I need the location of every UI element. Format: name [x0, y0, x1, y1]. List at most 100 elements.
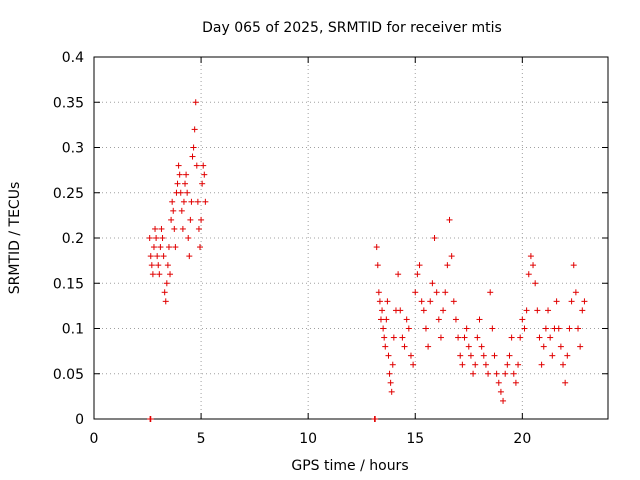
data-point [382, 343, 389, 350]
y-tick-label: 0.1 [62, 322, 84, 338]
data-point [575, 325, 582, 332]
x-tick-label: 20 [513, 431, 531, 447]
y-tick-label: 0.2 [62, 231, 84, 247]
data-point [579, 307, 586, 314]
data-point [512, 379, 519, 386]
data-point [581, 298, 588, 305]
y-tick-label: 0.35 [53, 95, 84, 111]
data-point [399, 334, 406, 341]
data-point [158, 225, 165, 232]
data-point [549, 352, 556, 359]
data-point [523, 307, 530, 314]
data-point [193, 162, 200, 169]
data-point [167, 271, 174, 278]
data-point [538, 361, 545, 368]
data-point [495, 379, 502, 386]
data-point [401, 343, 408, 350]
data-point [510, 370, 517, 377]
data-point [500, 397, 507, 404]
data-point [201, 171, 208, 178]
data-point [547, 334, 554, 341]
data-point [160, 253, 167, 260]
data-point [159, 235, 166, 241]
data-point [515, 361, 522, 368]
y-tick-label: 0.3 [62, 141, 84, 157]
data-point [506, 352, 513, 359]
data-point [457, 352, 464, 359]
data-point [168, 216, 175, 223]
data-point [476, 316, 483, 323]
data-point [521, 325, 528, 332]
data-point [372, 416, 379, 422]
data-point [189, 153, 196, 160]
data-point [542, 325, 549, 332]
data-point [463, 325, 470, 332]
data-point [148, 262, 155, 269]
x-tick-label: 0 [90, 431, 99, 447]
data-point [517, 334, 524, 341]
data-point [194, 198, 201, 205]
data-point [187, 216, 194, 223]
data-point [387, 379, 394, 386]
data-point [564, 352, 571, 359]
data-point [407, 352, 414, 359]
y-tick-label: 0 [75, 412, 84, 428]
data-point [153, 235, 160, 241]
data-point [183, 171, 190, 178]
data-point [379, 307, 386, 314]
data-point [480, 352, 487, 359]
data-point [374, 262, 381, 269]
data-point [185, 235, 192, 241]
data-point [422, 325, 429, 332]
data-point [163, 280, 170, 287]
data-point [147, 416, 154, 422]
data-point [536, 334, 543, 341]
data-point [437, 334, 444, 341]
data-point [175, 162, 182, 169]
data-point [497, 388, 504, 395]
x-tick-label: 5 [197, 431, 206, 447]
data-point [420, 307, 427, 314]
data-point [186, 253, 193, 260]
data-point [199, 180, 206, 187]
data-point [545, 307, 552, 314]
data-point [197, 244, 204, 251]
data-point [450, 298, 457, 305]
data-point [482, 361, 489, 368]
data-point [397, 307, 404, 314]
data-point [566, 325, 573, 332]
x-axis-ticks: 0 5 10 15 20 [90, 57, 531, 447]
data-point [385, 352, 392, 359]
data-point [146, 235, 153, 241]
data-point [405, 325, 412, 332]
data-point [467, 352, 474, 359]
data-point [444, 262, 451, 269]
data-point [373, 244, 380, 251]
data-point [174, 180, 181, 187]
data-point [508, 334, 515, 341]
data-point [170, 207, 177, 214]
data-point [472, 361, 479, 368]
data-point [440, 307, 447, 314]
data-point [555, 325, 562, 332]
data-point [560, 361, 567, 368]
data-point [182, 180, 189, 187]
x-tick-label: 15 [406, 431, 424, 447]
y-axis-label: SRMTID / TECUs [7, 182, 23, 295]
x-tick-label: 10 [299, 431, 317, 447]
data-point [377, 316, 384, 323]
data-point [412, 289, 419, 296]
data-point [427, 298, 434, 305]
data-point [403, 316, 410, 323]
data-point [171, 225, 178, 232]
data-point [431, 235, 438, 241]
data-point [190, 144, 197, 151]
data-point [570, 262, 577, 269]
data-point [577, 343, 584, 350]
data-point [172, 244, 179, 251]
data-point [532, 280, 539, 287]
data-point [389, 361, 396, 368]
data-point [149, 271, 156, 278]
data-point [470, 370, 477, 377]
